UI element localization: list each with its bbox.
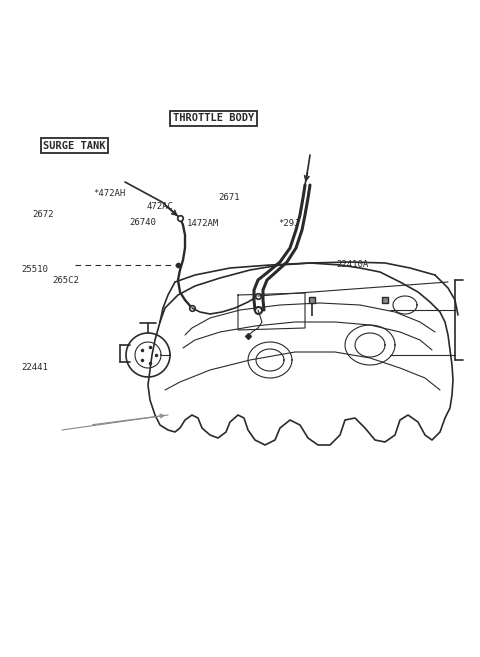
Text: 265C2: 265C2 (52, 276, 79, 285)
Text: SURGE TANK: SURGE TANK (43, 141, 106, 151)
Text: *29J: *29J (278, 219, 300, 228)
Text: THROTTLE BODY: THROTTLE BODY (173, 113, 254, 124)
Text: 25510: 25510 (22, 265, 48, 274)
Text: 472AC: 472AC (146, 202, 173, 211)
Text: 2671: 2671 (218, 193, 240, 202)
Text: *472AH: *472AH (94, 189, 126, 198)
Text: 2672: 2672 (33, 210, 54, 219)
Text: 1472AM: 1472AM (187, 219, 219, 228)
Text: 22410A: 22410A (336, 260, 368, 269)
Text: 22441: 22441 (22, 363, 48, 373)
Text: 26740: 26740 (130, 217, 156, 227)
